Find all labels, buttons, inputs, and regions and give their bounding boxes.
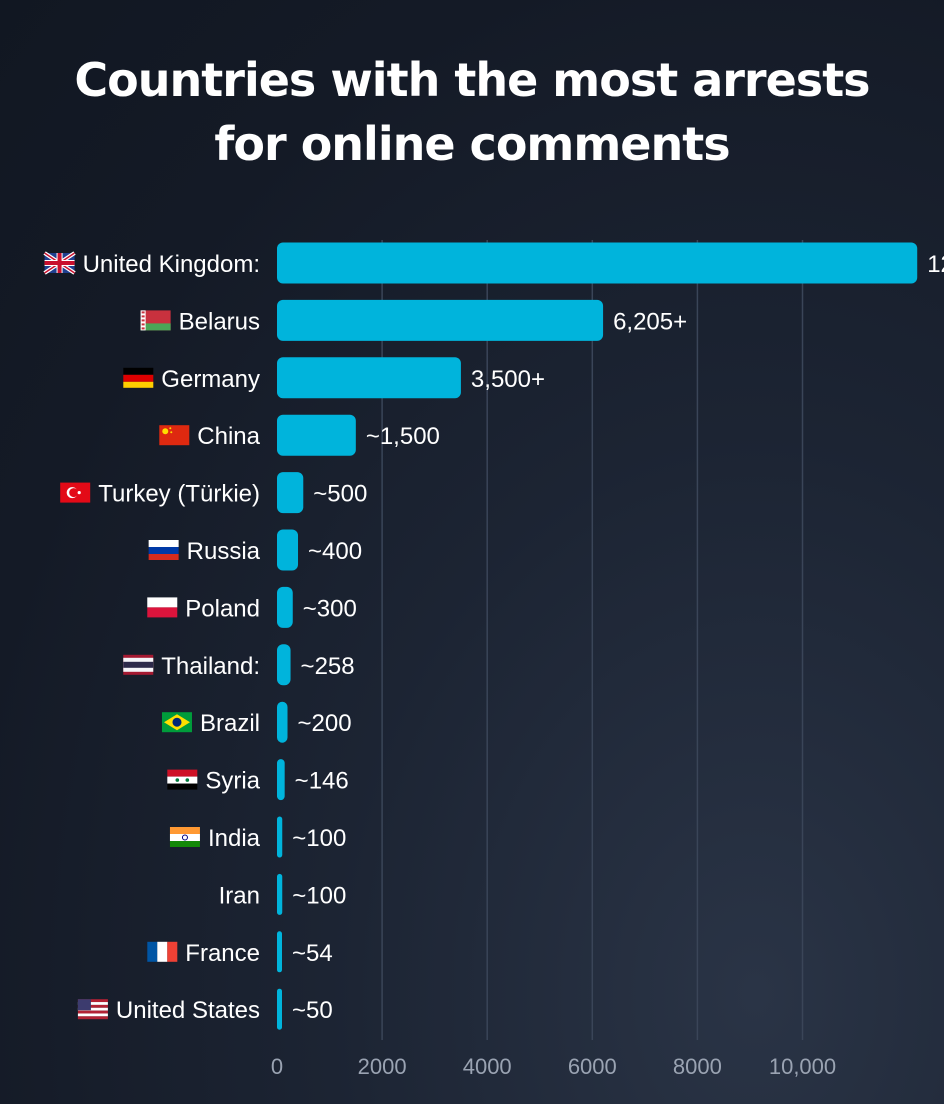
bar xyxy=(277,414,356,456)
data-label: ~200 xyxy=(298,710,352,737)
data-label: ~300 xyxy=(303,595,357,622)
category-label: Thailand: xyxy=(161,653,260,680)
bar xyxy=(277,873,283,915)
category-label: Germany xyxy=(161,366,260,393)
category-label: France xyxy=(185,940,260,967)
bar xyxy=(277,586,293,628)
syria-flag-icon xyxy=(167,769,198,790)
bar xyxy=(277,701,288,743)
data-label: ~54 xyxy=(292,940,333,967)
data-label: ~400 xyxy=(308,538,362,565)
category-label: United Kingdom: xyxy=(83,251,260,278)
data-label: ~50 xyxy=(292,997,333,1024)
x-tick-label: 10,000 xyxy=(769,1054,836,1079)
category-label: Poland xyxy=(185,595,260,622)
russia-flag-icon xyxy=(148,540,179,560)
data-label: ~146 xyxy=(295,768,349,795)
x-tick-label: 6000 xyxy=(568,1054,617,1079)
data-label: ~1,500 xyxy=(366,423,440,450)
brazil-flag-icon xyxy=(161,712,192,733)
category-label: Belarus xyxy=(179,308,260,335)
chart-title-line-1: Countries with the most arrests xyxy=(74,53,870,107)
uk-flag-icon xyxy=(43,251,76,275)
france-flag-icon xyxy=(147,941,178,962)
poland-flag-icon xyxy=(147,597,178,618)
thailand-flag-icon xyxy=(123,654,154,675)
category-label: India xyxy=(208,825,261,852)
category-label: Brazil xyxy=(200,710,260,737)
india-flag-icon xyxy=(169,827,200,847)
bar xyxy=(277,931,282,973)
bars xyxy=(277,242,918,1030)
germany-flag-icon xyxy=(123,367,154,388)
bar xyxy=(277,816,283,858)
bar xyxy=(277,299,604,341)
data-label: ~100 xyxy=(292,882,346,909)
bar xyxy=(277,644,291,686)
category-label: Iran xyxy=(219,882,260,909)
chart-title-line-2: for online comments xyxy=(214,117,730,171)
labels: United Kingdom: 12.183+ Belarus 6,205+ Germa… xyxy=(43,251,944,1024)
bar xyxy=(277,529,299,571)
bar xyxy=(277,357,461,399)
x-tick-label: 4000 xyxy=(463,1054,512,1079)
data-label: 6,205+ xyxy=(613,308,687,335)
x-axis-ticks: 0 2000 4000 6000 8000 10,000 xyxy=(271,1054,836,1079)
category-label: United States xyxy=(116,997,260,1024)
category-label: Russia xyxy=(187,538,261,565)
data-label: 3,500+ xyxy=(471,366,545,393)
category-label: Turkey (Türkie) xyxy=(98,481,260,508)
usa-flag-icon xyxy=(77,999,108,1020)
x-tick-label: 2000 xyxy=(358,1054,407,1079)
category-label: Syria xyxy=(205,768,260,795)
turkey-flag-icon xyxy=(60,482,91,503)
chart-title: Countries with the most arrests for onli… xyxy=(0,48,944,176)
bar xyxy=(277,472,304,514)
bar xyxy=(277,242,918,284)
bar xyxy=(277,988,282,1030)
data-label: ~500 xyxy=(313,481,367,508)
data-label: ~100 xyxy=(292,825,346,852)
bar xyxy=(277,759,285,801)
x-tick-label: 8000 xyxy=(673,1054,722,1079)
category-label: China xyxy=(197,423,260,450)
china-flag-icon xyxy=(159,425,190,446)
data-label: 12.183+ xyxy=(927,251,944,278)
belarus-flag-icon xyxy=(140,310,171,331)
data-label: ~258 xyxy=(301,653,355,680)
x-tick-label: 0 xyxy=(271,1054,283,1079)
